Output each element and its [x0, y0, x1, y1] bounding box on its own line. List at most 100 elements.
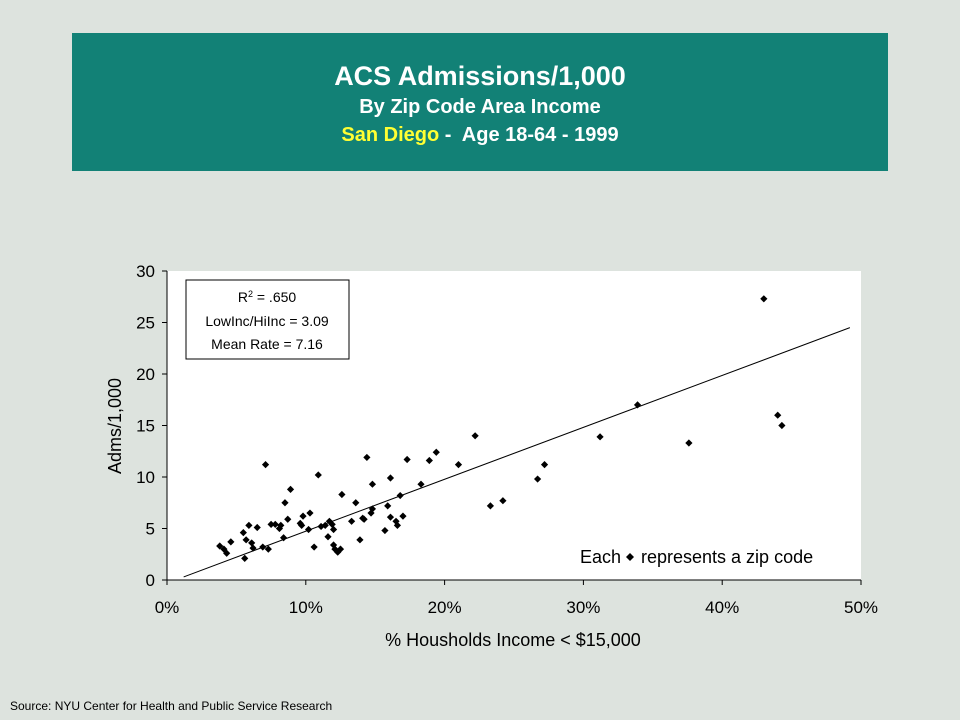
data-point — [325, 517, 333, 525]
note-diamond-icon — [626, 553, 634, 561]
data-point — [286, 485, 295, 493]
data-point — [216, 542, 224, 550]
data-point — [393, 521, 402, 530]
r-squared-text: R2 = .650 — [238, 289, 297, 305]
x-tick-label: 40% — [705, 598, 739, 617]
y-tick-label: 20 — [136, 365, 155, 384]
chart-detail: San Diego - Age 18-64 - 1999 — [72, 124, 888, 147]
legend-note: Each represents a zip code — [580, 547, 813, 567]
data-point — [352, 499, 360, 507]
data-point — [363, 453, 371, 462]
data-point — [284, 515, 292, 523]
data-point — [264, 545, 272, 553]
data-point — [685, 439, 693, 447]
data-point — [381, 526, 389, 535]
data-point — [248, 539, 256, 547]
data-point — [368, 505, 377, 513]
data-point — [392, 517, 400, 525]
data-point — [399, 512, 407, 520]
x-tick-label: 50% — [844, 598, 878, 617]
data-point — [486, 502, 495, 510]
data-point — [386, 474, 395, 482]
y-axis-ticks: 0 5 10 15 20 25 30 — [136, 262, 167, 590]
data-point — [306, 509, 314, 517]
data-point — [277, 521, 285, 530]
city-label: San Diego — [341, 124, 440, 146]
data-point — [304, 525, 313, 534]
data-point — [633, 401, 642, 409]
y-tick-label: 10 — [136, 468, 155, 487]
data-point — [275, 524, 284, 533]
y-tick-label: 0 — [146, 571, 155, 590]
data-point — [432, 448, 440, 456]
x-tick-label: 10% — [289, 598, 323, 617]
data-point — [241, 554, 249, 562]
y-tick-label: 25 — [136, 314, 155, 333]
data-point — [299, 512, 307, 520]
data-point — [220, 545, 228, 553]
x-tick-label: 20% — [428, 598, 462, 617]
data-point — [261, 461, 270, 469]
y-tick-label: 5 — [146, 520, 155, 539]
mean-rate-text: Mean Rate = 7.16 — [211, 336, 323, 352]
data-point — [425, 456, 433, 465]
data-point — [356, 536, 364, 544]
data-point — [368, 480, 377, 488]
x-axis-title: % Housholds Income < $15,000 — [385, 630, 641, 650]
data-point — [338, 490, 346, 499]
data-point — [403, 455, 411, 464]
note-represents-text: represents a zip code — [641, 547, 813, 567]
y-axis-title: Adms/1,000 — [105, 378, 125, 474]
chart-subtitle: By Zip Code Area Income — [359, 96, 601, 118]
age-year-label: - Age 18-64 - 1999 — [439, 124, 619, 146]
data-point — [279, 534, 288, 542]
y-tick-label: 15 — [136, 417, 155, 436]
data-point — [533, 475, 542, 483]
stats-box: R2 = .650 LowInc/HiInc = 3.09 Mean Rate … — [185, 279, 350, 360]
data-point — [267, 520, 275, 528]
data-point — [329, 525, 338, 534]
data-point — [310, 543, 318, 551]
data-point — [249, 544, 257, 552]
ratio-text: LowInc/HiInc = 3.09 — [205, 313, 329, 329]
data-point — [336, 545, 345, 553]
data-point — [259, 543, 267, 551]
data-point — [281, 499, 289, 507]
data-point — [321, 521, 329, 530]
data-point — [298, 521, 306, 530]
data-point — [396, 491, 404, 500]
data-point — [384, 502, 392, 510]
data-point — [386, 513, 395, 521]
data-point — [471, 432, 479, 440]
data-point — [540, 461, 549, 469]
y-tick-label: 30 — [136, 262, 155, 281]
data-point — [245, 521, 253, 530]
data-point — [596, 433, 604, 441]
note-each-text: Each — [580, 547, 621, 567]
data-point — [331, 545, 339, 553]
data-point — [454, 461, 463, 469]
data-point — [239, 529, 247, 537]
data-point — [242, 536, 250, 544]
data-point — [348, 517, 356, 525]
data-point — [778, 421, 786, 430]
x-tick-label: 0% — [155, 598, 180, 617]
data-point — [324, 533, 332, 541]
data-point — [253, 523, 261, 532]
data-points — [216, 295, 786, 562]
title-banner: ACS Admissions/1,000 By Zip Code Area In… — [72, 33, 888, 171]
x-axis-ticks: 0% 10% 20% 30% 40% 50% — [155, 580, 878, 617]
data-point — [417, 480, 425, 488]
chart-title: ACS Admissions/1,000 — [334, 61, 626, 91]
data-point — [760, 295, 768, 303]
data-point — [329, 541, 338, 549]
data-point — [223, 549, 231, 557]
data-point — [314, 471, 322, 479]
data-point — [360, 515, 368, 523]
source-note: Source: NYU Center for Health and Public… — [10, 699, 333, 713]
data-point — [328, 520, 336, 528]
x-tick-label: 30% — [566, 598, 600, 617]
data-point — [774, 411, 782, 419]
data-point — [499, 497, 507, 505]
